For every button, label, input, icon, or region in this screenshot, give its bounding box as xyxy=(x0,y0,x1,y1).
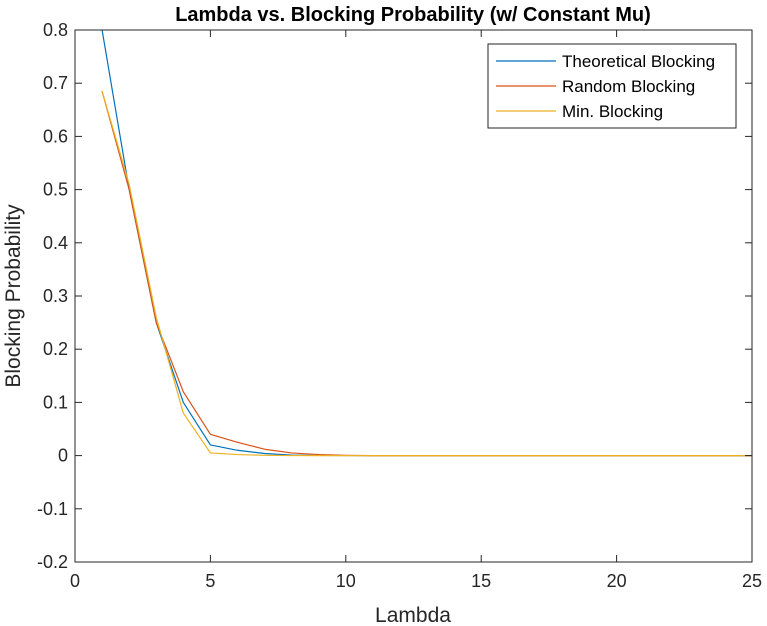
series-line-min-blocking xyxy=(101,91,752,457)
x-tick-label: 20 xyxy=(607,571,627,591)
y-tick-label: 0.7 xyxy=(43,73,68,93)
x-tick-label: 10 xyxy=(336,571,356,591)
y-axis-label: Blocking Probability xyxy=(2,204,25,388)
y-tick-label: 0.5 xyxy=(43,180,68,200)
y-tick-label: -0.1 xyxy=(37,499,68,519)
legend-items: Theoretical Blocking Random Blocking Min. … xyxy=(496,52,715,121)
y-tick-label: 0.8 xyxy=(43,20,68,40)
y-tick-label: -0.2 xyxy=(37,552,68,572)
y-axis-ticks: -0.2 -0.1 0 0.1 0.2 0.3 0.4 0.5 0.6 0.7 0.8 xyxy=(37,20,752,572)
legend-label: Min. Blocking xyxy=(562,102,663,121)
x-tick-label: 5 xyxy=(205,571,215,591)
legend: Theoretical Blocking Random Blocking Min. … xyxy=(487,43,737,129)
legend-label: Theoretical Blocking xyxy=(562,52,715,71)
series-layer xyxy=(101,29,752,457)
legend-label: Random Blocking xyxy=(562,77,695,96)
x-axis-ticks: 0 5 10 15 20 25 xyxy=(70,30,762,591)
y-tick-label: 0.1 xyxy=(43,392,68,412)
y-tick-label: 0.3 xyxy=(43,286,68,306)
chart-title: Lambda vs. Blocking Probability (w/ Cons… xyxy=(175,4,651,26)
x-tick-label: 25 xyxy=(742,571,762,591)
x-tick-label: 0 xyxy=(70,571,80,591)
y-tick-label: 0.2 xyxy=(43,339,68,359)
x-axis-label: Lambda xyxy=(375,604,451,626)
y-tick-label: 0.4 xyxy=(43,233,68,253)
x-tick-label: 15 xyxy=(471,571,491,591)
y-tick-label: 0 xyxy=(58,446,68,466)
y-tick-label: 0.6 xyxy=(43,126,68,146)
